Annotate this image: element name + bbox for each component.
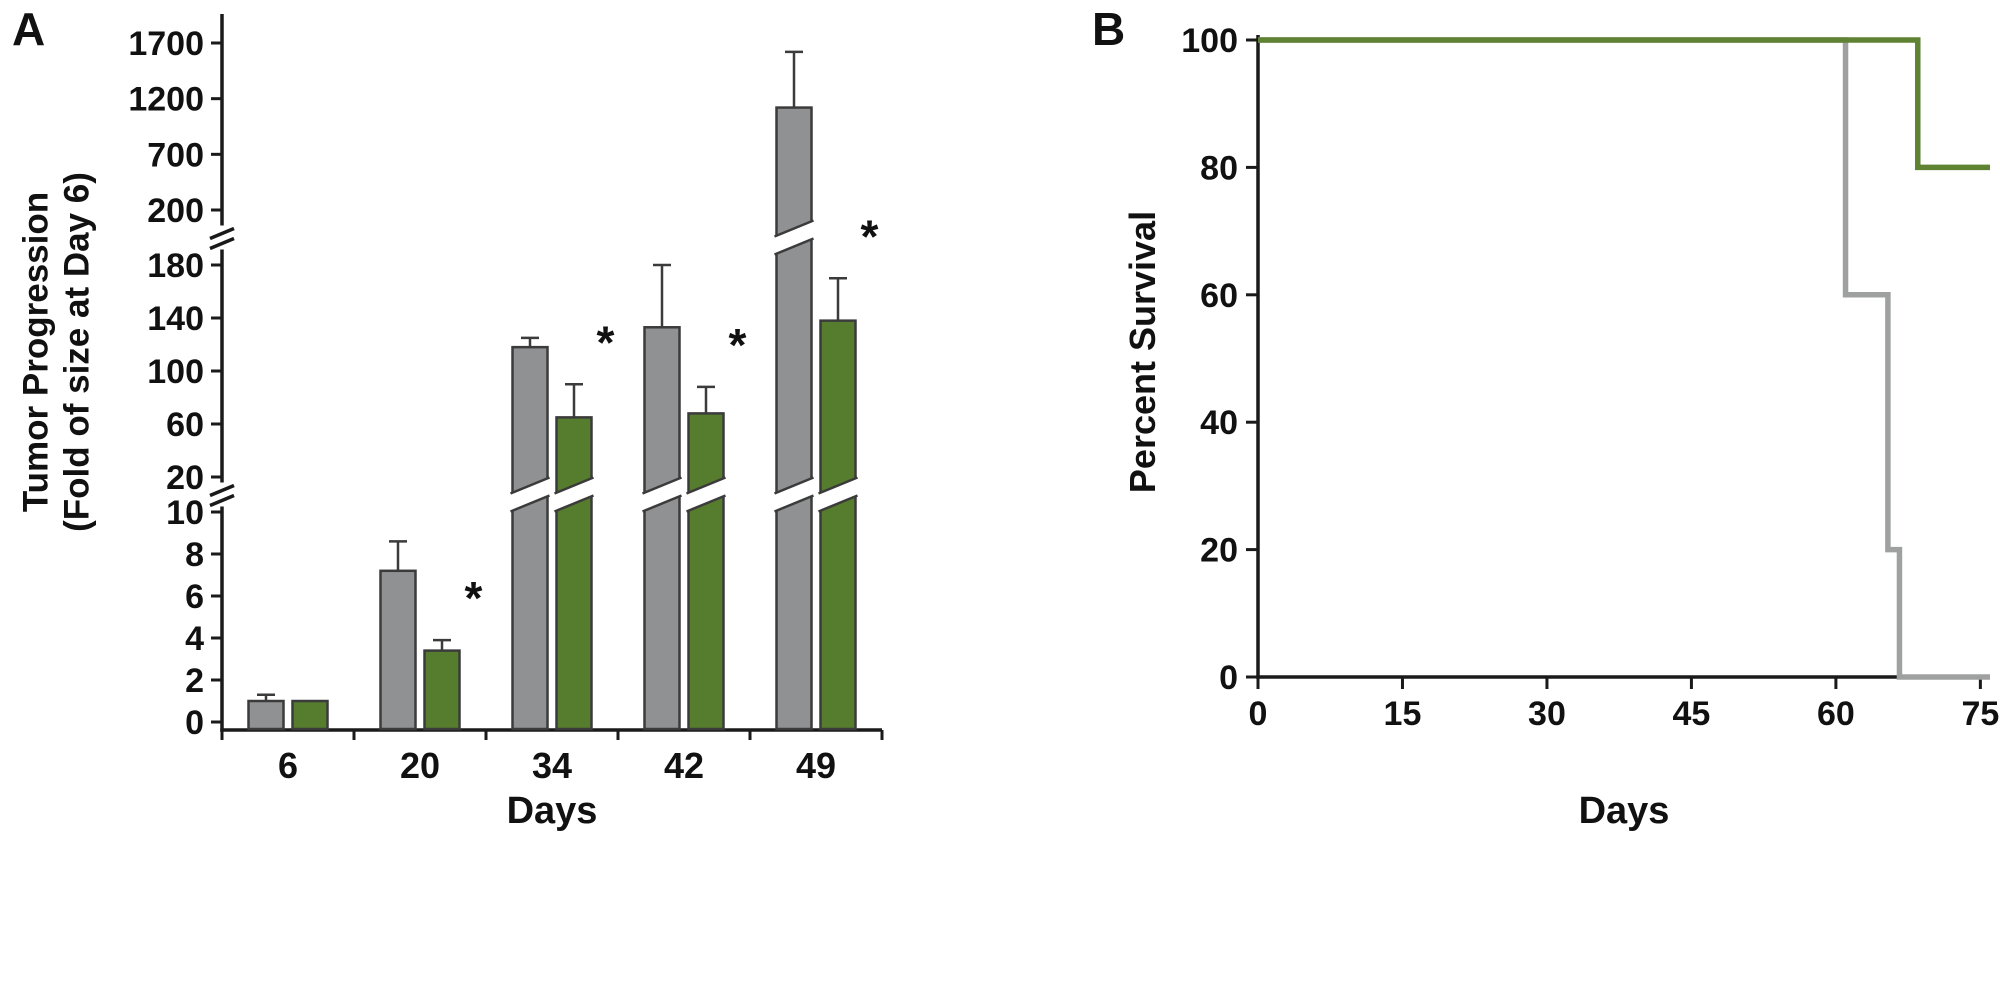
panel-a-y-tick-label: 180 bbox=[147, 247, 204, 285]
green-bar bbox=[819, 319, 857, 731]
bar-break-edge bbox=[554, 494, 594, 513]
panel-b-y-axis-title: Percent Survival bbox=[1122, 210, 1164, 494]
panel-b-x-tick-label: 15 bbox=[1384, 695, 1422, 733]
panel-b-label: B bbox=[1092, 3, 1126, 55]
panel-a-x-tick-label: 6 bbox=[278, 745, 298, 786]
bar-break-edge bbox=[642, 476, 682, 495]
green-bar bbox=[555, 416, 593, 731]
bar-break-mask bbox=[774, 477, 814, 512]
panel-a-y-tick-label: 2 bbox=[185, 662, 204, 700]
gray-bar bbox=[247, 699, 285, 731]
significance-asterisk: * bbox=[597, 316, 615, 368]
panel-a-y-tick-label: 20 bbox=[166, 459, 204, 497]
bar-break-mask bbox=[554, 477, 594, 512]
panel-a-x-tick-label: 42 bbox=[664, 745, 704, 786]
panel-a-y-tick-label: 1200 bbox=[128, 81, 204, 119]
panel-a-y-tick-label: 4 bbox=[185, 620, 204, 658]
panel-a-x-tick-label: 49 bbox=[796, 745, 836, 786]
panel-b-x-tick-label: 0 bbox=[1249, 695, 1268, 733]
bar-break-edge bbox=[686, 494, 726, 513]
panel-a-y-tick-label: 1700 bbox=[128, 25, 204, 63]
panel-a-y-tick-label: 700 bbox=[147, 136, 204, 174]
gray-bar bbox=[643, 326, 681, 731]
panel-a-axis-break bbox=[209, 493, 235, 508]
panel-a-x-tick-label: 34 bbox=[532, 745, 572, 786]
panel-a-y-tick-label: 100 bbox=[147, 353, 204, 391]
panel-a-y-tick-label: 140 bbox=[147, 300, 204, 338]
bar-break-edge bbox=[510, 476, 550, 495]
panel-a-axis-break bbox=[209, 226, 235, 241]
panel-a-x-tick-label: 20 bbox=[400, 745, 440, 786]
bar-break-edge bbox=[818, 476, 858, 495]
panel-b-y-tick-label: 60 bbox=[1200, 277, 1238, 315]
panel-b-x-tick-label: 60 bbox=[1817, 695, 1855, 733]
panel-a-x-axis-title: Days bbox=[506, 790, 598, 832]
panel-a-axis-break bbox=[209, 236, 235, 251]
bar-break-edge bbox=[686, 476, 726, 495]
panel-b-y-tick-label: 40 bbox=[1200, 404, 1238, 442]
green-bar bbox=[423, 649, 461, 731]
panel-b-y-tick-label: 20 bbox=[1200, 532, 1238, 570]
significance-asterisk: * bbox=[465, 572, 483, 624]
green-survival-line bbox=[1258, 37, 1990, 171]
bar-break-mask bbox=[686, 477, 726, 512]
gray-survival-line bbox=[1258, 37, 1990, 680]
panel-b-x-tick-label: 75 bbox=[1961, 695, 1999, 733]
panel-a-y-tick-label: 60 bbox=[166, 406, 204, 444]
panel-b-y-tick-label: 100 bbox=[1181, 22, 1238, 60]
gray-bar bbox=[775, 106, 813, 731]
panel-a-y-axis-title-line1: Tumor Progression bbox=[16, 191, 56, 513]
bar-break-mask bbox=[774, 220, 814, 255]
bar-break-edge bbox=[818, 494, 858, 513]
panel-b-x-tick-label: 30 bbox=[1528, 695, 1566, 733]
bar-break-edge bbox=[642, 494, 682, 513]
bar-break-edge bbox=[774, 494, 814, 513]
bar-break-edge bbox=[510, 494, 550, 513]
bar-break-edge bbox=[774, 237, 814, 256]
bar-break-mask bbox=[818, 477, 858, 512]
green-bar bbox=[291, 699, 329, 731]
panel-a-axis-break bbox=[209, 483, 235, 498]
panel-a-y-axis-title: Tumor Progression (Fold of size at Day 6… bbox=[16, 172, 97, 532]
panel-b-x-axis-title: Days bbox=[1578, 790, 1670, 832]
panel-a-y-tick-label: 10 bbox=[166, 494, 204, 532]
panel-a-y-tick-label: 200 bbox=[147, 192, 204, 230]
bar-break-mask bbox=[510, 477, 550, 512]
bar-break-mask bbox=[642, 477, 682, 512]
panel-b-y-tick-label: 80 bbox=[1200, 149, 1238, 187]
panel-b-y-tick-label: 0 bbox=[1219, 659, 1238, 697]
panel-a-y-tick-label: 6 bbox=[185, 578, 204, 616]
green-bar bbox=[687, 412, 725, 731]
bar-break-edge bbox=[774, 476, 814, 495]
gray-bar bbox=[511, 345, 549, 731]
significance-asterisk: * bbox=[861, 210, 879, 262]
significance-asterisk: * bbox=[729, 319, 747, 371]
bar-break-edge bbox=[554, 476, 594, 495]
panel-a-y-axis-title-line2: (Fold of size at Day 6) bbox=[57, 172, 96, 532]
panel-b-x-tick-label: 45 bbox=[1673, 695, 1711, 733]
panel-a-y-tick-label: 8 bbox=[185, 536, 204, 574]
panel-a-label: A bbox=[12, 3, 46, 55]
gray-bar bbox=[379, 569, 417, 731]
bar-break-edge bbox=[774, 219, 814, 238]
panel-a-y-tick-label: 0 bbox=[185, 704, 204, 742]
